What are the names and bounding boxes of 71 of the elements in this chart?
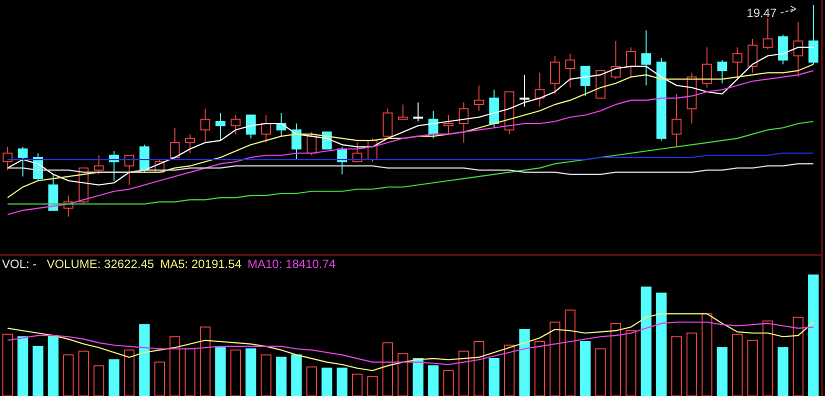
bar <box>686 332 698 396</box>
bar <box>626 330 636 396</box>
text: VOLUME: 32622.45 <box>46 257 154 271</box>
text: MA5: 20191.54 <box>160 257 242 271</box>
candlestick <box>200 108 210 144</box>
bar <box>78 350 89 396</box>
bar <box>716 347 728 396</box>
bar <box>108 359 120 396</box>
bar <box>595 348 606 396</box>
bar <box>778 347 788 396</box>
bar <box>352 374 363 396</box>
candlestick <box>565 53 576 88</box>
candlestick <box>63 195 74 218</box>
bar <box>671 336 682 396</box>
candlestick <box>778 34 788 65</box>
bar <box>230 350 241 396</box>
bar <box>215 347 226 396</box>
bar <box>32 346 44 396</box>
bar <box>412 358 424 396</box>
bar <box>656 292 667 396</box>
bar <box>398 353 408 396</box>
bar <box>336 368 348 396</box>
candlestick <box>686 72 697 124</box>
bar <box>458 350 470 396</box>
bar <box>367 376 378 396</box>
bar <box>474 341 484 396</box>
bar <box>519 328 530 396</box>
bar <box>732 334 743 396</box>
bar <box>246 348 256 396</box>
candlestick <box>793 21 804 78</box>
bar <box>428 365 439 396</box>
candlestick <box>185 134 195 154</box>
candlestick <box>672 93 682 148</box>
bar <box>184 348 196 396</box>
annotation: 19.47 <box>746 6 777 20</box>
chart-title: VOL: - <box>2 257 37 271</box>
bar <box>200 326 211 396</box>
bar <box>747 340 758 396</box>
bar <box>306 366 317 396</box>
bar <box>63 354 74 396</box>
bar <box>564 310 576 396</box>
bar <box>580 341 591 396</box>
bar <box>443 370 454 396</box>
bar <box>610 322 622 396</box>
bar <box>48 335 59 396</box>
candlestick <box>641 30 652 86</box>
bar <box>762 320 774 396</box>
bar <box>792 316 804 396</box>
candlestick <box>474 84 484 112</box>
bar <box>640 286 652 396</box>
bar <box>154 362 165 396</box>
bar <box>382 342 394 396</box>
bar <box>276 356 287 396</box>
bar <box>550 322 560 396</box>
candlestick <box>292 123 302 160</box>
bar <box>17 336 28 396</box>
bar <box>488 358 500 396</box>
bar <box>260 354 272 396</box>
bar <box>139 324 150 396</box>
bar <box>702 313 712 396</box>
text: MA10: 18410.74 <box>248 257 336 271</box>
bar <box>124 350 135 396</box>
bar <box>534 341 546 396</box>
bar <box>808 274 819 396</box>
bar <box>504 344 515 396</box>
bar <box>291 354 302 396</box>
bar <box>2 334 13 396</box>
bar <box>94 365 104 396</box>
candlestick <box>216 112 226 141</box>
bar <box>170 336 180 396</box>
bar <box>322 368 332 396</box>
